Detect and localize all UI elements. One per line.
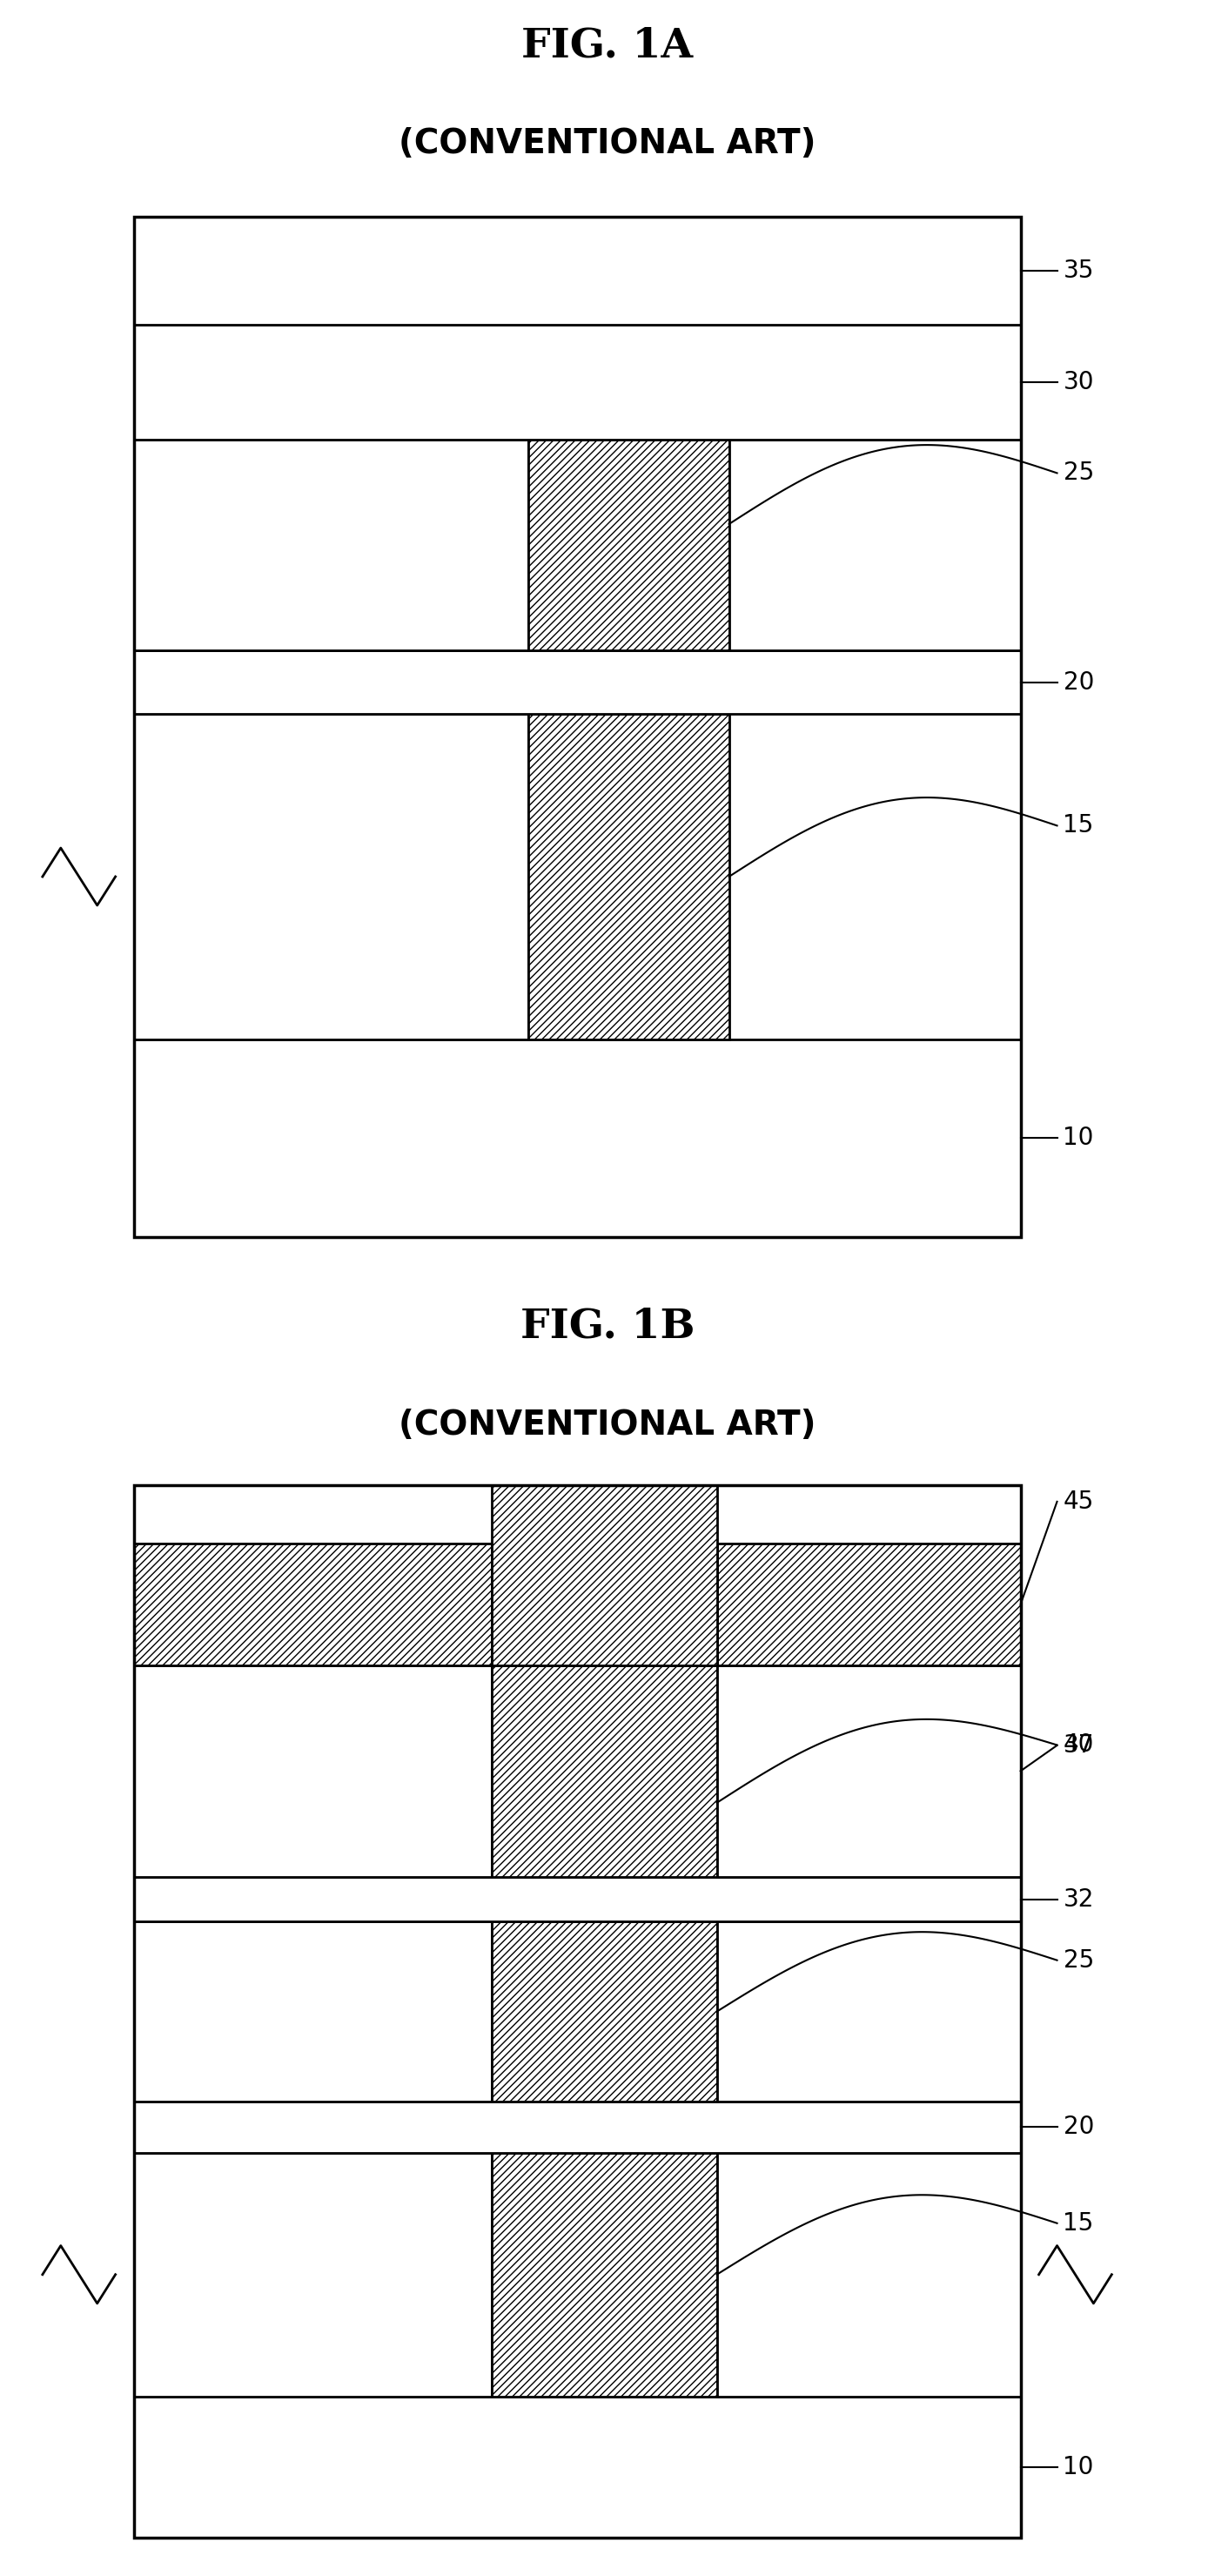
- Bar: [134, 649, 1021, 714]
- Bar: [134, 714, 529, 1038]
- Bar: [717, 1664, 1021, 1878]
- Bar: [134, 1922, 492, 2102]
- Bar: [717, 1543, 1021, 1664]
- Text: 37: 37: [1063, 1734, 1094, 1757]
- Bar: [134, 1664, 492, 1878]
- Text: FIG. 1A: FIG. 1A: [521, 26, 694, 64]
- Bar: [134, 2102, 1021, 2154]
- Bar: [717, 1922, 1021, 2102]
- Bar: [134, 2154, 492, 2396]
- Bar: [717, 2154, 1021, 2396]
- Bar: [134, 440, 529, 649]
- Bar: [134, 1486, 1021, 2537]
- Bar: [134, 216, 1021, 1236]
- Text: 20: 20: [1063, 670, 1094, 696]
- Bar: [134, 216, 1021, 325]
- Bar: [492, 1664, 717, 1878]
- Bar: [729, 440, 1021, 649]
- Bar: [492, 2154, 717, 2396]
- Bar: [134, 1486, 1021, 2537]
- Text: 10: 10: [1063, 1126, 1094, 1151]
- Text: (CONVENTIONAL ART): (CONVENTIONAL ART): [399, 126, 816, 160]
- Text: 25: 25: [1063, 1947, 1094, 1973]
- Text: 15: 15: [1063, 814, 1094, 837]
- Text: 20: 20: [1063, 2115, 1094, 2138]
- Text: FIG. 1B: FIG. 1B: [520, 1306, 695, 1347]
- Text: 40: 40: [1063, 1734, 1094, 1757]
- Bar: [134, 325, 1021, 440]
- Bar: [492, 1486, 717, 1664]
- Text: 25: 25: [1063, 461, 1094, 484]
- Text: 15: 15: [1063, 2210, 1094, 2236]
- Bar: [529, 714, 729, 1038]
- Text: 35: 35: [1063, 258, 1094, 283]
- Text: 32: 32: [1063, 1888, 1094, 1911]
- Bar: [529, 440, 729, 649]
- Text: 30: 30: [1063, 371, 1094, 394]
- Text: 45: 45: [1063, 1489, 1094, 1515]
- Bar: [134, 1543, 492, 1664]
- Bar: [134, 216, 1021, 1236]
- Bar: [492, 1922, 717, 2102]
- Bar: [134, 1878, 1021, 1922]
- Text: 10: 10: [1063, 2455, 1094, 2478]
- Text: (CONVENTIONAL ART): (CONVENTIONAL ART): [399, 1409, 816, 1443]
- Bar: [134, 1038, 1021, 1236]
- Bar: [134, 2396, 1021, 2537]
